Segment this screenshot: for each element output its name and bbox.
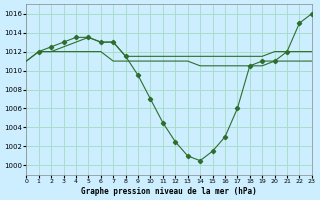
X-axis label: Graphe pression niveau de la mer (hPa): Graphe pression niveau de la mer (hPa) — [81, 187, 257, 196]
